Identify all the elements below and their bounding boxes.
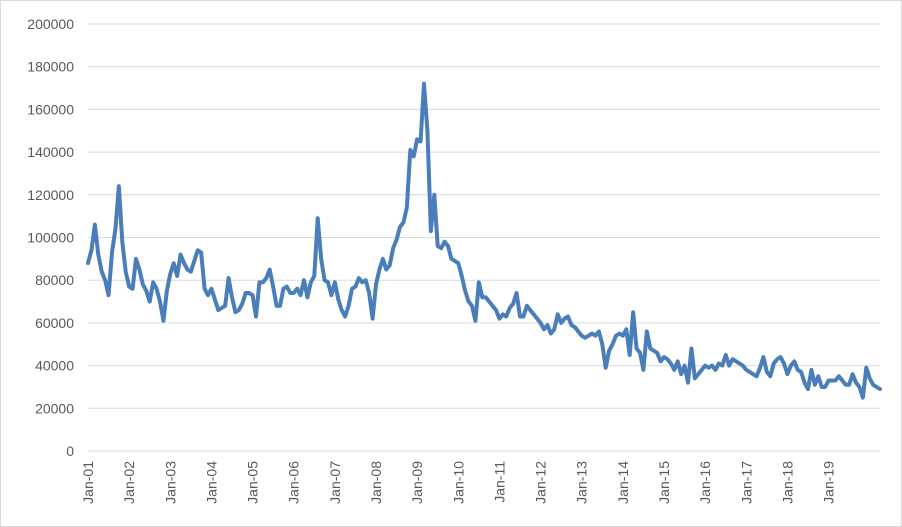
x-tick-label: Jan-19 [821, 461, 837, 504]
x-tick-label: Jan-11 [491, 461, 507, 503]
y-tick-label: 40000 [35, 358, 74, 374]
x-tick-label: Jan-13 [574, 461, 590, 504]
x-tick-label: Jan-07 [327, 461, 343, 504]
x-tick-label: Jan-01 [80, 461, 96, 504]
y-tick-label: 20000 [35, 400, 74, 416]
y-axis-tick-labels: 0 20000 40000 60000 80000 100000 120000 140000 1… [27, 16, 74, 459]
x-tick-label: Jan-02 [121, 461, 137, 504]
x-tick-label: Jan-05 [245, 461, 261, 504]
x-tick-label: Jan-14 [615, 461, 631, 504]
x-tick-label: Jan-12 [533, 461, 549, 504]
y-tick-label: 60000 [35, 315, 74, 331]
x-tick-label: Jan-04 [203, 461, 219, 504]
x-tick-label: Jan-10 [450, 461, 466, 504]
y-tick-label: 80000 [35, 272, 74, 288]
x-tick-label: Jan-15 [656, 461, 672, 504]
gridlines [88, 23, 880, 452]
x-tick-label: Jan-16 [697, 461, 713, 504]
y-tick-label: 160000 [27, 101, 74, 117]
x-tick-label: Jan-18 [779, 461, 795, 504]
x-tick-label: Jan-08 [368, 461, 384, 504]
y-tick-label: 200000 [27, 16, 74, 32]
x-tick-label: Jan-09 [409, 461, 425, 504]
series-line [86, 81, 882, 400]
x-tick-label: Jan-17 [738, 461, 754, 504]
x-tick-label: Jan-06 [286, 461, 302, 504]
y-tick-label: 120000 [27, 187, 74, 203]
x-axis-tick-labels: Jan-01 Jan-02 Jan-03 Jan-04 Jan-05 Jan-06 Jan-… [80, 461, 837, 504]
y-tick-label: 180000 [27, 59, 74, 75]
x-tick-label: Jan-03 [162, 461, 178, 504]
y-tick-label: 100000 [27, 230, 74, 246]
y-tick-label: 0 [66, 443, 74, 459]
y-tick-label: 140000 [27, 144, 74, 160]
series-layer [86, 81, 882, 400]
